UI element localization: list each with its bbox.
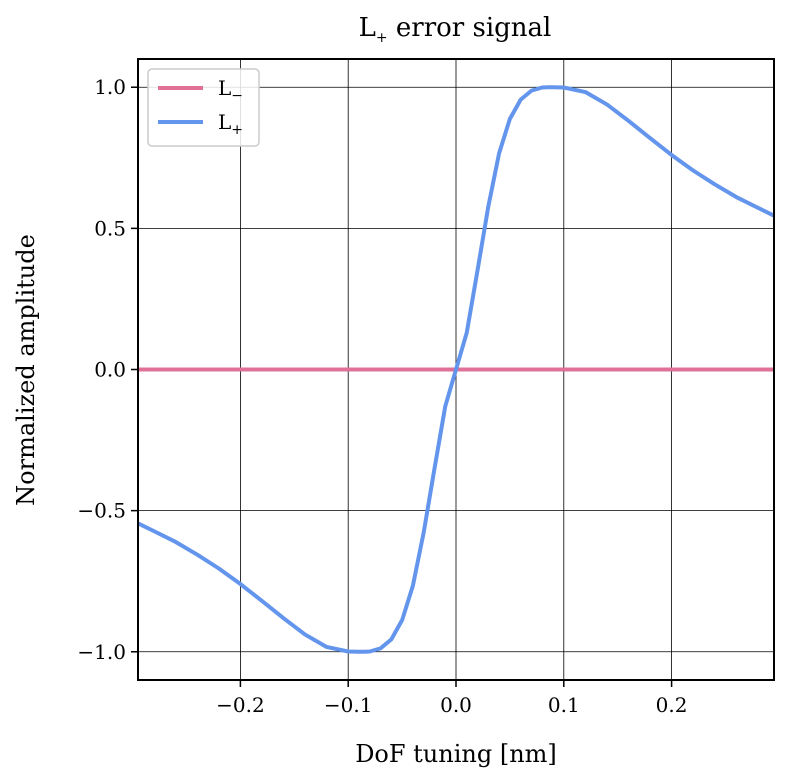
y-tick-label: 1.0	[94, 75, 126, 99]
x-axis-label: DoF tuning [nm]	[355, 740, 557, 768]
plot-area	[137, 85, 775, 654]
y-tick-label: 0.5	[94, 216, 126, 240]
legend-label-l-plus: L+	[218, 110, 243, 138]
y-tick-label: 0.0	[94, 358, 126, 382]
y-tick-label: −0.5	[77, 499, 126, 523]
legend: L− L+	[147, 68, 260, 147]
x-tick-label: 0.2	[656, 693, 688, 717]
y-tick-label: −1.0	[77, 640, 126, 664]
x-tick-label: −0.2	[216, 693, 265, 717]
x-tick-label: 0.1	[548, 693, 580, 717]
legend-label-l-minus: L−	[218, 76, 243, 104]
y-axis-label: Normalized amplitude	[12, 234, 40, 506]
chart-title: L+ error signal	[359, 13, 552, 46]
axis-ticks: −0.2 −0.1 0.0 0.1 0.2 −1.0 −0.5 0.0 0.5 1.0	[77, 75, 687, 717]
x-tick-label: −0.1	[324, 693, 373, 717]
series-line-l-plus	[137, 85, 775, 654]
x-tick-label: 0.0	[440, 693, 472, 717]
